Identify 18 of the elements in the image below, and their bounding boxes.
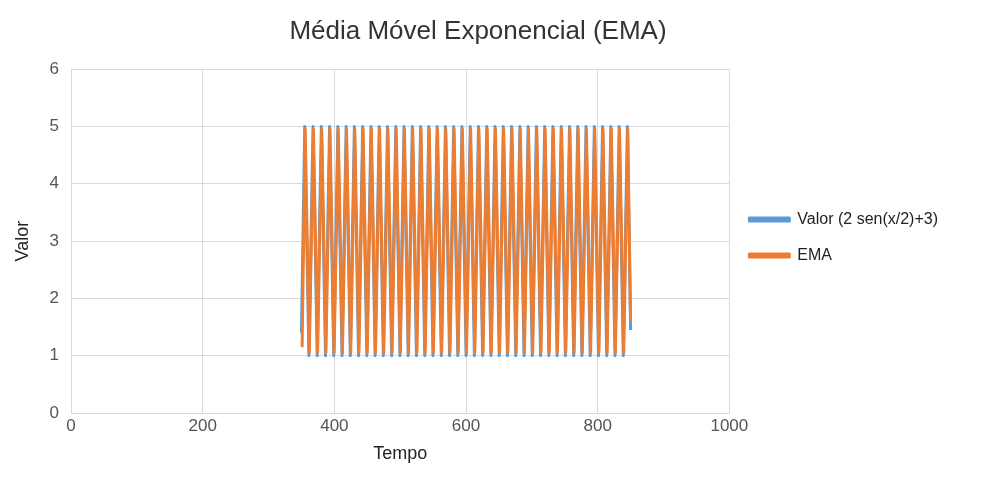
x-tick-label: 0 <box>66 415 76 435</box>
y-tick-label: 0 <box>49 402 60 422</box>
x-tick-label: 600 <box>451 415 481 435</box>
y-tick-label: 6 <box>49 58 60 78</box>
x-tick-label: 800 <box>583 415 612 435</box>
legend-label: EMA <box>797 245 833 263</box>
y-tick-label: 3 <box>49 230 60 250</box>
x-axis-title: Tempo <box>373 443 428 464</box>
x-tick-label: 400 <box>320 415 349 435</box>
chart-title: Média Móvel Exponencial (EMA) <box>289 14 667 45</box>
y-axis-title: Valor <box>11 220 32 262</box>
y-tick-label: 1 <box>49 345 60 365</box>
y-tick-label: 5 <box>49 116 60 136</box>
y-tick-label: 4 <box>49 173 60 193</box>
x-tick-label: 200 <box>188 415 217 435</box>
x-tick-label: 1000 <box>710 415 749 435</box>
legend-label: Valor (2 sen(x/2)+3) <box>797 209 939 227</box>
y-tick-label: 2 <box>49 288 60 308</box>
